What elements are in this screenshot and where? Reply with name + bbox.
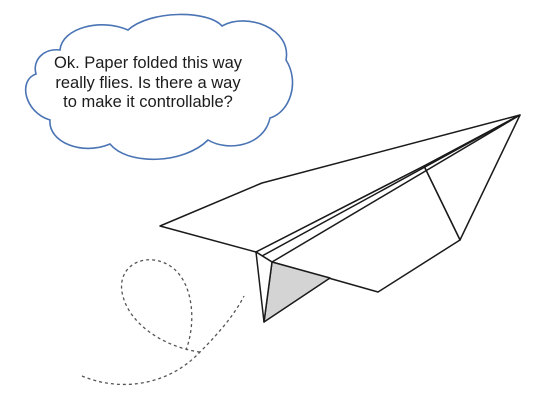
speech-line-2: really flies. Is there a way [55, 73, 241, 92]
speech-line-3: to make it controllable? [63, 93, 233, 111]
speech-bubble-text: Ok. Paper folded this way really flies. … [30, 54, 266, 113]
speech-bubble-cloud [25, 13, 294, 161]
flight-trail-loop [120, 259, 201, 353]
airplane-tail [255, 251, 273, 323]
airplane-fold-line-2 [261, 114, 521, 257]
airplane-fold-line [271, 114, 521, 263]
flight-trail [81, 295, 245, 386]
speech-line-1: Ok. Paper folded this way [53, 54, 242, 72]
paper-airplane [159, 114, 521, 323]
